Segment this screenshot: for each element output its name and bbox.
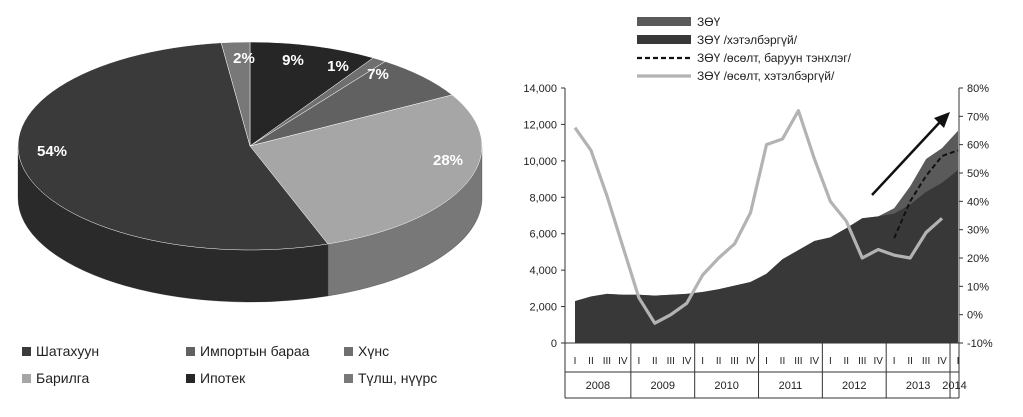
quarter-label-22: III [922, 356, 930, 367]
y-right-tick-label-2: 10% [967, 281, 989, 293]
quarter-label-20: I [893, 356, 896, 367]
area-legend: ЗӨҮ ЗӨҮ /хэтэлбэргүй/ЗӨҮ /өсөлт, баруун т… [637, 15, 852, 83]
pie-legend-swatch-3 [22, 374, 31, 383]
y-left-tick-label-0: 0 [551, 338, 557, 350]
year-label-2009: 2009 [651, 380, 675, 392]
y-left-tick-label-1: 2,000 [529, 302, 557, 314]
pie-chart: 54% 7% 1% 28% 9% 2% [17, 41, 483, 303]
y-left-tick-label-2: 4,000 [529, 265, 557, 277]
area-legend-swatch-1 [637, 35, 691, 44]
quarter-label-15: IV [810, 356, 820, 367]
quarter-label-2: III [603, 356, 611, 367]
quarter-label-8: I [701, 356, 704, 367]
y-left-tick-label-4: 8,000 [529, 192, 557, 204]
line-series-growth-without-outlier [573, 109, 944, 325]
pie-slice-0 [17, 42, 329, 251]
pie-legend-swatch-5 [344, 374, 353, 383]
trend-arrow-line [871, 121, 941, 196]
y-right-tick-label-7: 60% [967, 140, 989, 152]
area-legend-label-0: ЗӨҮ [697, 15, 721, 29]
quarter-label-17: II [844, 356, 850, 367]
quarter-label-11: IV [746, 356, 756, 367]
quarter-label-19: IV [873, 356, 883, 367]
pie-value-label-2: 1% [327, 58, 349, 75]
pie-legend-swatch-0 [22, 347, 31, 356]
y-right-tick-label-0: -10% [967, 338, 993, 350]
trend-arrow-head [934, 112, 950, 128]
pie-legend-swatch-2 [344, 347, 353, 356]
quarter-label-5: II [652, 356, 658, 367]
y-left-tick-label-7: 14,000 [523, 83, 557, 95]
quarter-label-21: II [907, 356, 913, 367]
y-left-tick-label-3: 6,000 [529, 229, 557, 241]
line-series-growth-right-axis [893, 149, 959, 239]
pie-slice-4 [249, 41, 374, 147]
pie-legend-label-1: Импортын бараа [200, 343, 310, 359]
area-chart: 0 2,000 4,000 6,000 8,000 10,000 12,000 14,000 -… [523, 83, 993, 399]
y-right-tick-label-9: 80% [967, 83, 989, 95]
pie-legend-label-2: Хүнс [358, 343, 389, 359]
pie-value-label-5: 2% [233, 50, 255, 67]
pie-slice-3 [249, 94, 483, 245]
area-legend-label-3: ЗӨҮ /өсөлт, хэтэлбэргүй/ [697, 69, 835, 83]
year-label-2013: 2013 [906, 380, 930, 392]
quarter-label-14: III [794, 356, 802, 367]
quarter-label-1: II [588, 356, 594, 367]
year-label-2010: 2010 [714, 380, 738, 392]
quarter-label-9: II [716, 356, 722, 367]
quarter-label-16: I [829, 356, 832, 367]
quarter-label-24: I [957, 356, 960, 367]
pie-legend-swatch-1 [186, 347, 195, 356]
pie-value-label-3: 28% [433, 152, 463, 169]
area-legend-swatch-0 [637, 17, 691, 26]
y-right-tick-label-3: 20% [967, 253, 989, 265]
quarter-label-13: II [780, 356, 786, 367]
quarter-label-6: III [667, 356, 675, 367]
y-right-tick-label-8: 70% [967, 111, 989, 123]
pie-legend-label-4: Ипотек [200, 370, 246, 386]
quarter-label-12: I [765, 356, 768, 367]
pie-value-label-1: 7% [367, 66, 389, 83]
y-left-tick-label-5: 10,000 [523, 156, 557, 168]
area-legend-label-1: ЗӨҮ /хэтэлбэргүй/ [697, 33, 798, 47]
pie-legend-label-0: Шатахуун [36, 343, 99, 359]
pie-value-label-0: 54% [37, 143, 67, 160]
y-left-tick-label-6: 12,000 [523, 119, 557, 131]
year-label-2011: 2011 [779, 380, 803, 392]
year-label-2012: 2012 [842, 380, 866, 392]
quarter-label-0: I [574, 356, 577, 367]
year-label-2008: 2008 [586, 380, 610, 392]
pie-value-label-4: 9% [282, 52, 304, 69]
quarter-label-10: III [730, 356, 738, 367]
pie-slice-5 [220, 41, 251, 147]
area-legend-label-2: ЗӨҮ /өсөлт, баруун тэнхлэг/ [697, 51, 852, 65]
y-right-tick-label-6: 50% [967, 168, 989, 180]
pie-legend-label-3: Барилга [36, 370, 90, 386]
y-right-tick-label-1: 0% [967, 310, 983, 322]
area-series-zou-without-outlier [575, 169, 958, 343]
pie-legend-label-5: Түлш, нүүрс [358, 370, 437, 386]
year-label-2014: 2014 [942, 380, 966, 392]
pie-legend-swatch-4 [186, 374, 195, 383]
quarter-label-7: IV [682, 356, 692, 367]
quarter-label-18: III [858, 356, 866, 367]
y-right-tick-label-4: 30% [967, 225, 989, 237]
quarter-label-3: IV [618, 356, 628, 367]
quarter-label-23: IV [937, 356, 947, 367]
quarter-label-4: I [637, 356, 640, 367]
y-right-tick-label-5: 40% [967, 196, 989, 208]
pie-legend: Шатахуун Импортын бараа Хүнс Барилга Ипотек Т… [22, 343, 437, 386]
